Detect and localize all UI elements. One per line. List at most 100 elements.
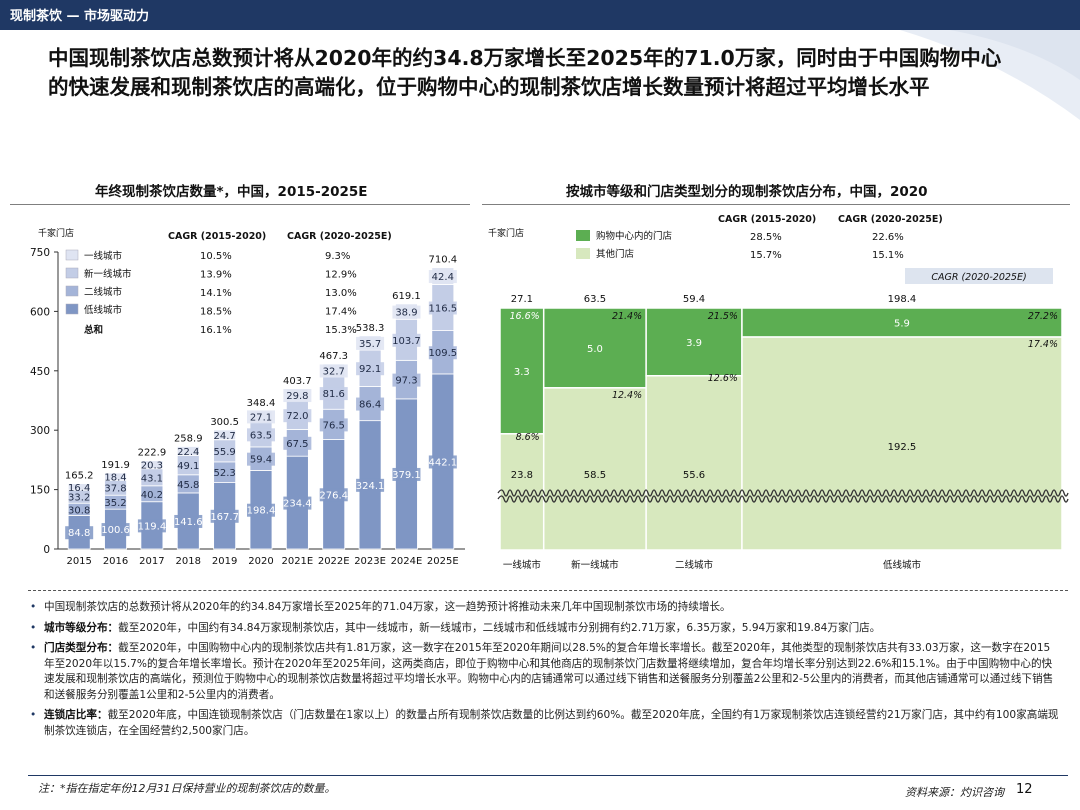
bullet-item: • 城市等级分布：截至2020年，中国约有34.84万家现制茶饮店，其中一线城市，… (30, 621, 1060, 637)
bar-data-label: 27.1 (250, 412, 272, 423)
bar-data-label: 49.1 (177, 461, 199, 472)
legend-label: 一线城市 (84, 250, 123, 262)
mekko-cagr-value: 15.1% (872, 250, 904, 261)
mekko-x-label: 二线城市 (675, 559, 714, 571)
bar-data-label: 234.4 (283, 499, 312, 510)
charts-canvas: 0 150 300 450 600 750 千家门店 84.8 30.833.216.4165.… (30, 214, 1069, 571)
x-tick-label: 2023E (354, 556, 386, 567)
y-tick-label: 450 (30, 366, 50, 378)
mekko-mall-cagr: 27.2% (1028, 311, 1058, 322)
cagr-value: 14.1% (200, 288, 232, 299)
cagr-value: 12.9% (325, 270, 357, 281)
cagr-value: 16.1% (200, 325, 232, 336)
x-tick-label: 2016 (103, 556, 128, 567)
data-label-bg (283, 496, 312, 510)
mekko-other-label: 23.8 (511, 470, 533, 481)
legend-label: 购物中心内的门店 (596, 230, 672, 242)
data-label-bg (247, 410, 275, 424)
data-label-bg (283, 436, 312, 450)
bar-data-label: 29.8 (286, 391, 308, 402)
page-number: 12 (1016, 782, 1033, 797)
bar-data-label: 16.4 (68, 483, 90, 494)
legend-swatch (65, 285, 79, 297)
bar-data-label: 37.8 (104, 484, 126, 495)
bar-data-label: 35.2 (104, 498, 126, 509)
mekko-x-label: 新一线城市 (571, 559, 619, 571)
bar-total-label: 467.3 (319, 351, 348, 362)
data-label-bg (428, 270, 457, 284)
footer-divider (28, 775, 1068, 776)
cagr-value: 13.9% (200, 270, 232, 281)
x-tick-label: 2022E (318, 556, 350, 567)
legend-swatch (65, 249, 79, 261)
bullet-dot: • (30, 709, 37, 721)
mekko-segment-mall (645, 307, 743, 377)
y-tick-label: 750 (30, 247, 50, 259)
bar-data-label: 20.3 (141, 461, 163, 472)
legend-swatch (65, 303, 79, 315)
bar-total-label: 191.9 (101, 460, 130, 471)
right-title-divider (482, 204, 1070, 205)
data-label-bg (428, 346, 457, 360)
bar-total-label: 348.4 (247, 398, 276, 409)
x-tick-label: 2019 (212, 556, 237, 567)
data-label-bg (283, 389, 312, 403)
bar-data-label: 45.8 (177, 480, 199, 491)
bar-data-label: 43.1 (141, 473, 163, 484)
mekko-total-label: 63.5 (584, 294, 606, 305)
bar-data-label: 81.6 (323, 389, 345, 400)
data-label-bg (319, 418, 348, 432)
y-tick-label: 600 (30, 306, 50, 318)
bar-total-label: 619.1 (392, 291, 421, 302)
bullet-dot: • (30, 621, 37, 634)
decorative-corner-graphic (900, 30, 1080, 120)
legend-swatch (576, 230, 590, 241)
legend-label: 新一线城市 (84, 268, 132, 280)
cagr-row-name: 总和 (84, 324, 103, 336)
mekko-mall-label: 5.9 (894, 319, 910, 330)
legend-swatch (65, 267, 79, 279)
data-label-bg (392, 467, 421, 481)
bar-data-label: 55.9 (214, 447, 236, 458)
section-title: 现制茶饮 — 市场驱动力 (10, 9, 150, 24)
cagr-header-2: CAGR (2020-2025E) (287, 231, 392, 242)
bullet-lead: 连锁店比率： (44, 709, 108, 721)
data-label-bg (356, 478, 385, 492)
mekko-mall-cagr: 16.6% (510, 311, 540, 322)
header-bar: 现制茶饮 — 市场驱动力 (0, 0, 1080, 30)
data-label-bg (247, 503, 275, 517)
bar-data-label: 103.7 (392, 336, 421, 347)
mekko-other-cagr: 12.4% (612, 390, 642, 401)
bar-data-label: 40.2 (141, 490, 163, 501)
cagr-value: 18.5% (200, 307, 232, 318)
bullet-lead: 门店类型分布： (44, 642, 119, 654)
mekko-other-label: 55.6 (683, 470, 705, 481)
bullet-text: 中国现制茶饮店的总数预计将从2020年的约34.84万家增长至2025年的71.… (44, 601, 731, 613)
bar-data-label: 67.5 (286, 439, 308, 450)
axis-break-line (497, 489, 1069, 497)
bar-data-label: 442.1 (428, 457, 457, 468)
left-chart-title: 年终现制茶饮店数量*，中国，2015-2025E (95, 184, 368, 200)
data-label-bg (137, 519, 166, 533)
data-label-bg (428, 301, 457, 315)
mekko-other-cagr: 8.6% (516, 432, 540, 443)
x-tick-label: 2021E (281, 556, 313, 567)
data-label-bg (101, 523, 130, 537)
cagr-box-bg (905, 268, 1053, 284)
bar-data-label: 119.4 (138, 521, 167, 532)
left-y-axis-label: 千家门店 (38, 227, 74, 239)
mekko-mall-label: 5.0 (587, 344, 603, 355)
bar-data-label: 198.4 (247, 506, 276, 517)
x-tick-label: 2018 (176, 556, 201, 567)
bar-data-label: 52.3 (214, 468, 236, 479)
mekko-cagr-header-2: CAGR (2020-2025E) (838, 214, 943, 225)
y-tick-label: 300 (30, 425, 50, 437)
left-title-divider (10, 204, 470, 205)
data-label-bg (319, 488, 348, 502)
bar-data-label: 86.4 (359, 400, 381, 411)
mekko-cagr-value: 15.7% (750, 250, 782, 261)
bar-data-label: 276.4 (319, 490, 348, 501)
footnote: 注：*指在指定年份12月31日保持营业的现制茶饮店的数量。 (38, 782, 336, 795)
bullet-lead: 城市等级分布： (44, 621, 119, 634)
bar-total-label: 538.3 (356, 323, 385, 334)
